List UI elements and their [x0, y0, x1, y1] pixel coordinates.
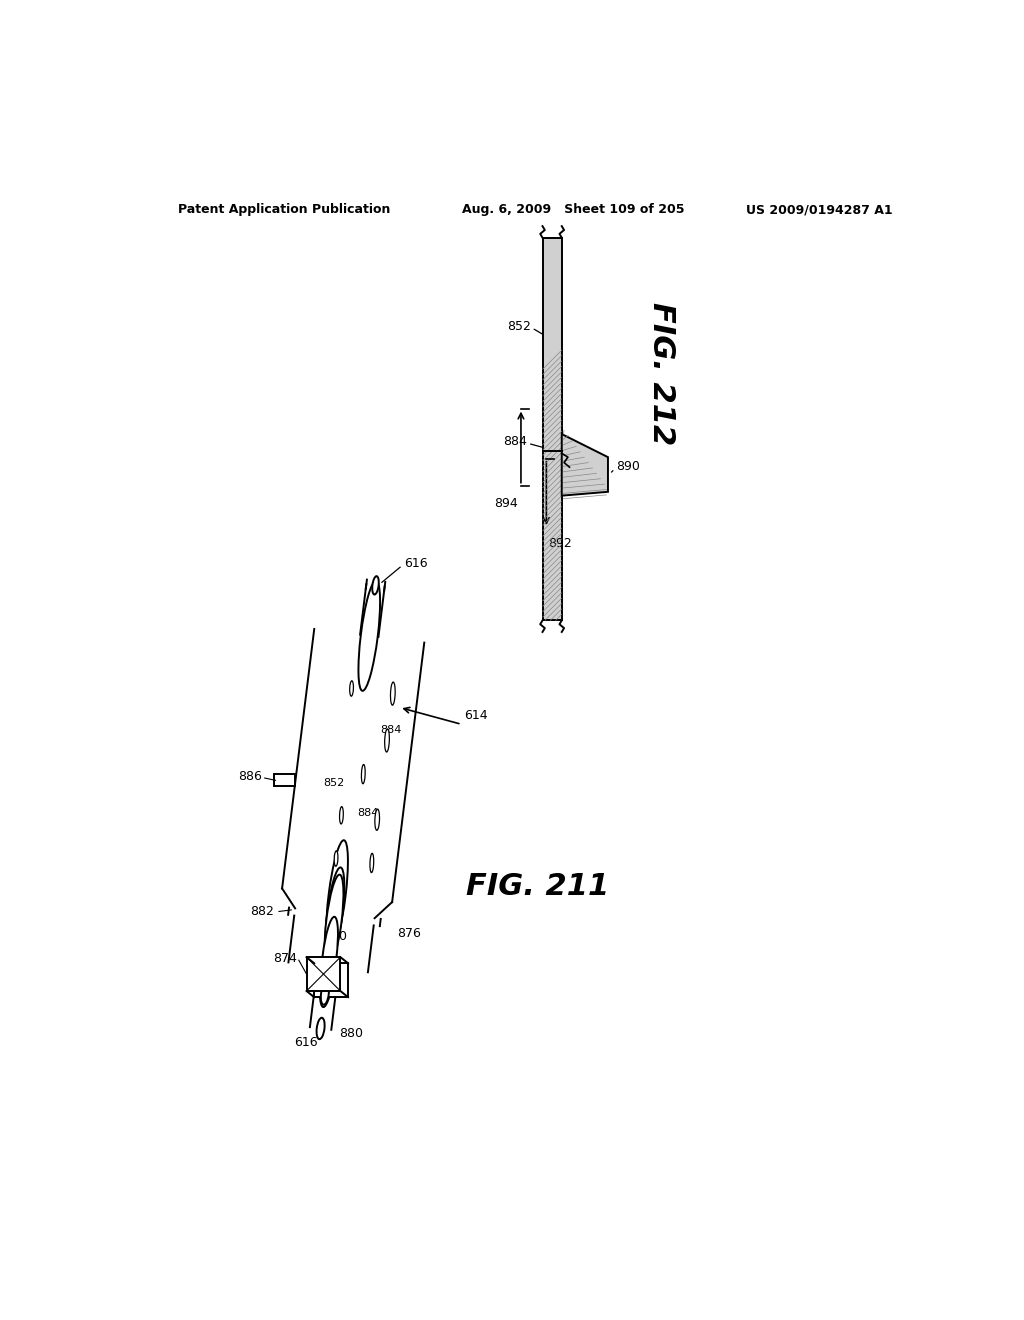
Text: 882: 882 [250, 906, 273, 917]
Polygon shape [314, 964, 348, 997]
Polygon shape [562, 434, 608, 496]
Text: 876: 876 [397, 927, 421, 940]
Ellipse shape [321, 983, 329, 1005]
Ellipse shape [358, 581, 380, 690]
Text: 616: 616 [403, 557, 428, 570]
Text: 892: 892 [548, 537, 571, 550]
Ellipse shape [361, 764, 366, 784]
Text: 874: 874 [273, 952, 297, 965]
Text: 886: 886 [239, 770, 262, 783]
Text: 884: 884 [503, 436, 527, 449]
Text: FIG. 212: FIG. 212 [647, 302, 677, 446]
Ellipse shape [322, 917, 338, 997]
Polygon shape [274, 774, 296, 787]
Text: 616: 616 [294, 1036, 317, 1049]
Text: 850: 850 [324, 929, 347, 942]
Text: 884: 884 [380, 725, 401, 735]
Polygon shape [306, 957, 340, 991]
Text: US 2009/0194287 A1: US 2009/0194287 A1 [746, 203, 893, 216]
Text: 852: 852 [324, 779, 344, 788]
Ellipse shape [327, 841, 348, 950]
Ellipse shape [340, 807, 343, 824]
Text: 614: 614 [464, 709, 487, 722]
Ellipse shape [325, 875, 343, 966]
Text: 880: 880 [339, 1027, 362, 1040]
Ellipse shape [370, 853, 374, 873]
Text: 852: 852 [507, 319, 531, 333]
Text: 894: 894 [495, 496, 518, 510]
Ellipse shape [327, 874, 343, 953]
Text: Patent Application Publication: Patent Application Publication [178, 203, 391, 216]
Ellipse shape [385, 729, 389, 752]
Text: 884: 884 [357, 808, 379, 818]
Ellipse shape [326, 867, 344, 960]
Ellipse shape [319, 928, 337, 1007]
Ellipse shape [334, 851, 338, 866]
Ellipse shape [373, 576, 379, 594]
Ellipse shape [375, 809, 380, 830]
Polygon shape [543, 238, 562, 620]
Ellipse shape [390, 682, 395, 705]
Ellipse shape [316, 1018, 325, 1039]
Text: Aug. 6, 2009   Sheet 109 of 205: Aug. 6, 2009 Sheet 109 of 205 [462, 203, 684, 216]
Ellipse shape [349, 681, 353, 696]
Text: FIG. 211: FIG. 211 [466, 871, 608, 900]
Text: 890: 890 [615, 459, 640, 473]
